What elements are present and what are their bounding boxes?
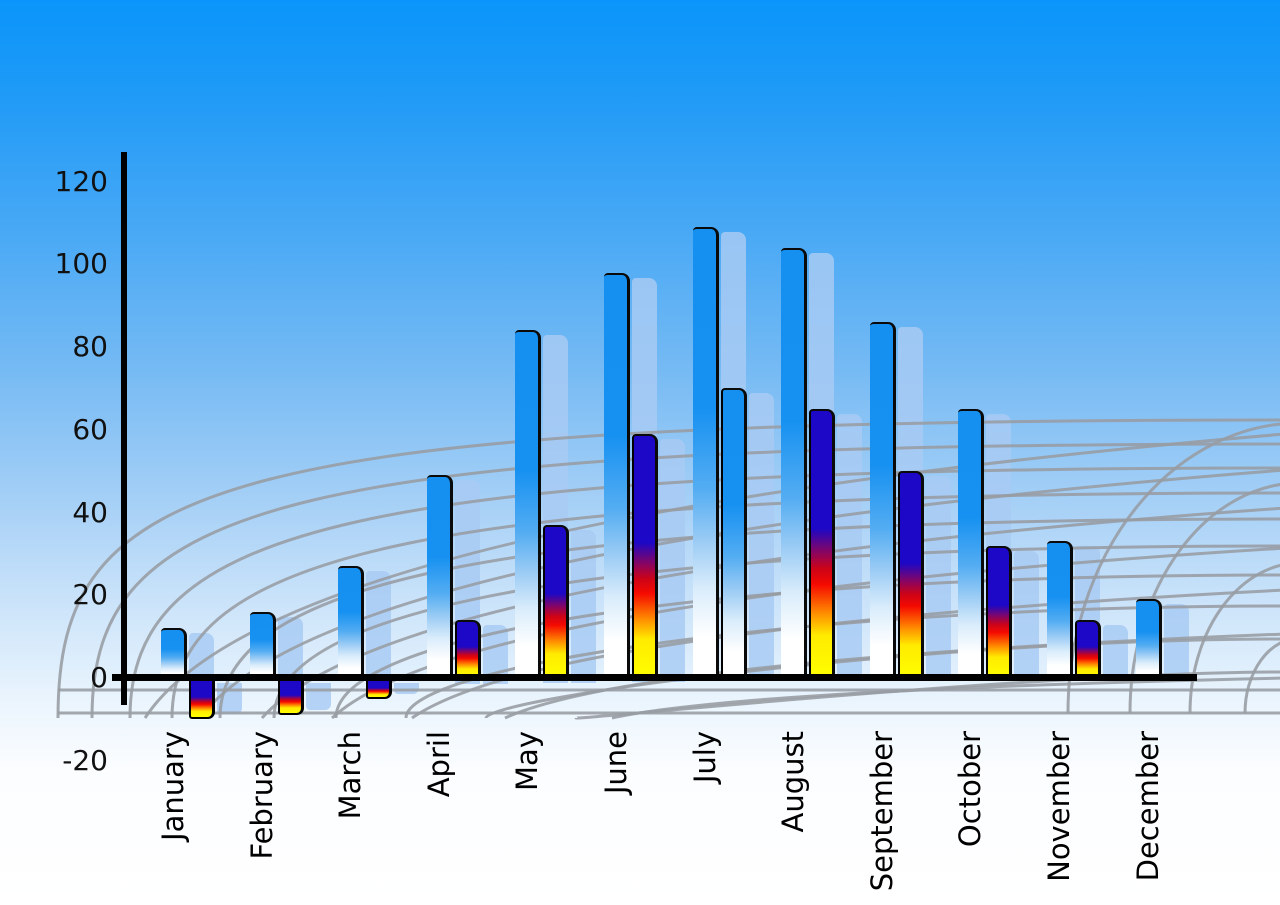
x-label-august: August xyxy=(776,731,810,833)
x-label-december: December xyxy=(1131,731,1165,882)
x-axis-line xyxy=(112,674,1197,681)
bar-shadow-february-s2 xyxy=(306,683,331,710)
y-tick-label-0: 0 xyxy=(90,661,108,694)
x-label-january: January xyxy=(156,731,190,841)
x-label-october: October xyxy=(953,731,987,848)
bar-shadow-november-s2 xyxy=(1103,625,1128,678)
bar-september-s1 xyxy=(870,322,896,680)
bar-september-s2 xyxy=(898,471,924,680)
x-label-july: July xyxy=(688,731,722,784)
x-label-may: May xyxy=(510,731,544,791)
x-label-april: April xyxy=(422,731,456,798)
bar-july-s1 xyxy=(693,227,719,680)
y-tick-label-120: 120 xyxy=(54,165,108,198)
x-label-november: November xyxy=(1042,731,1076,882)
bar-shadow-october-s2 xyxy=(1014,551,1039,678)
bar-june-s1 xyxy=(604,273,630,680)
x-label-september: September xyxy=(865,731,899,892)
x-label-march: March xyxy=(333,731,367,820)
bar-august-s2 xyxy=(809,409,835,680)
y-tick-label-60: 60 xyxy=(72,413,108,446)
bar-august-s1 xyxy=(781,248,807,680)
y-tick-label-80: 80 xyxy=(72,330,108,363)
y-tick-label-20: 20 xyxy=(72,578,108,611)
y-tick-label-100: 100 xyxy=(54,247,108,280)
bar-october-s1 xyxy=(958,409,984,680)
bar-january-s1 xyxy=(161,628,187,680)
x-label-february: February xyxy=(245,731,279,860)
y-axis-line xyxy=(121,152,127,705)
x-label-june: June xyxy=(599,731,633,795)
bar-march-s1 xyxy=(338,566,364,680)
bar-june-s2 xyxy=(632,434,658,680)
bar-shadow-september-s2 xyxy=(926,476,951,680)
y-tick-label--20: -20 xyxy=(62,744,108,777)
bar-may-s2 xyxy=(543,525,569,680)
bar-october-s2 xyxy=(986,546,1012,680)
bar-may-s1 xyxy=(515,330,541,680)
y-tick-label-40: 40 xyxy=(72,496,108,529)
